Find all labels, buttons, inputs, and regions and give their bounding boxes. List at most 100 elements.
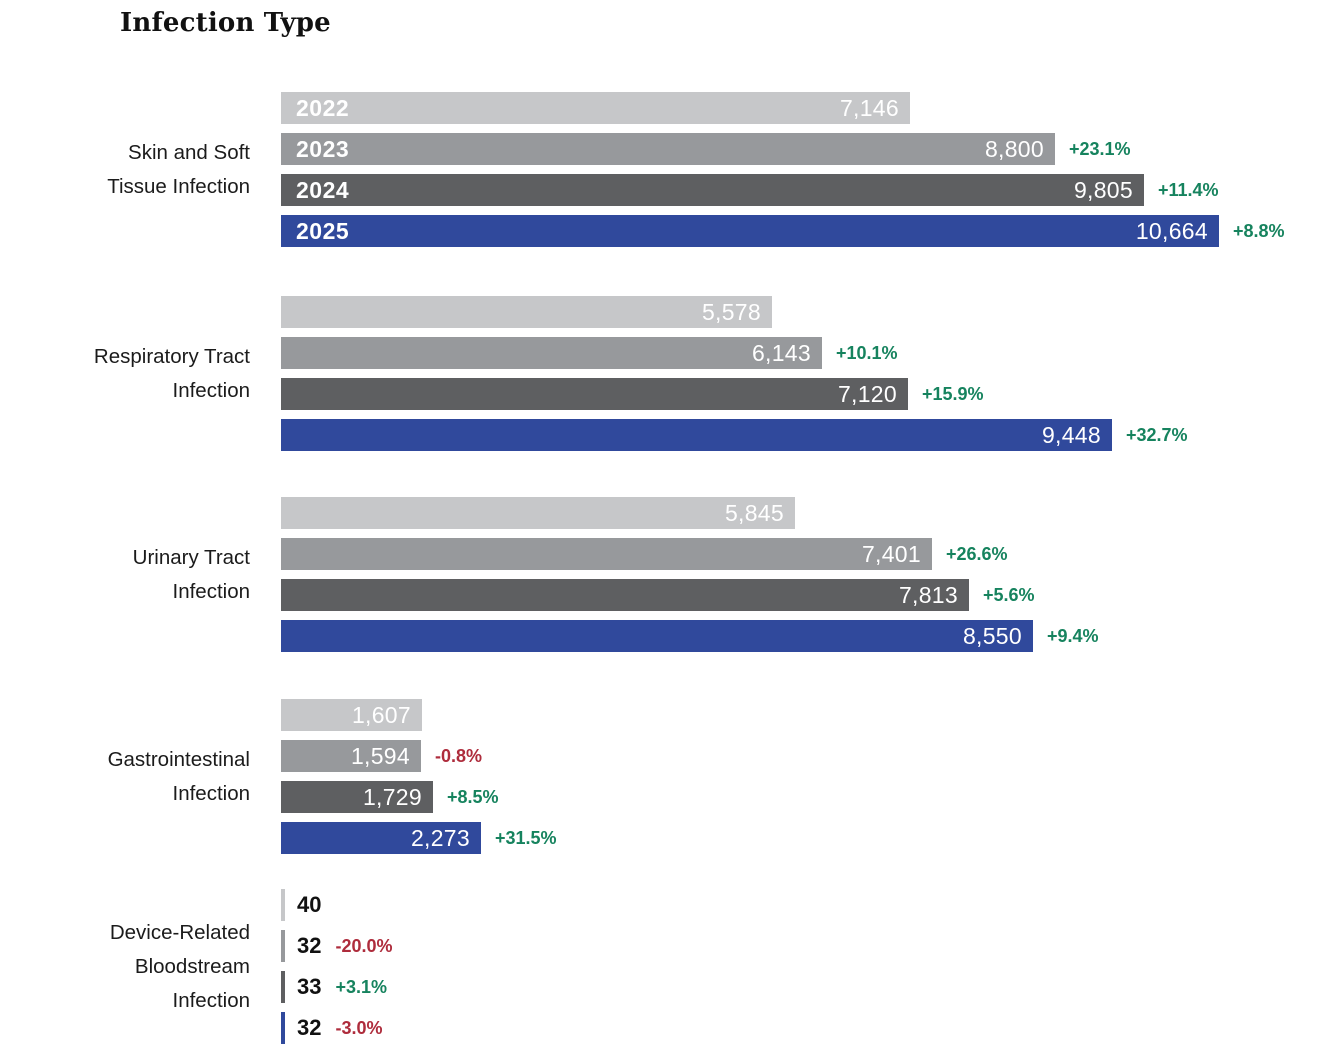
- category-group: Respiratory Tract Infection 5,578 6,143 +10.…: [0, 296, 1317, 451]
- chart-title: Infection Type: [120, 8, 331, 38]
- category-label: Respiratory Tract Infection: [0, 296, 250, 451]
- bar-row: 5,578: [281, 296, 1317, 328]
- series-year-label: 2025: [296, 217, 350, 244]
- bar-row: 7,120 +15.9%: [281, 378, 1317, 410]
- bar-row: 6,143 +10.1%: [281, 337, 1317, 369]
- category-label-line: Infection: [172, 781, 251, 805]
- category-label-line: Infection: [172, 378, 251, 402]
- bar-2024: 7,813: [281, 579, 969, 611]
- bar-row: 32 -20.0%: [281, 930, 1317, 962]
- bar-value-label: 8,550: [962, 622, 1022, 649]
- bar-2025: 2,273: [281, 822, 481, 854]
- bar-row: 7,401 +26.6%: [281, 538, 1317, 570]
- category-label-line: Bloodstream: [134, 954, 250, 978]
- bar-2023: 6,143: [281, 337, 822, 369]
- bar-row: 5,845: [281, 497, 1317, 529]
- bar-value-label: 1,729: [362, 783, 422, 810]
- bar-row: 9,448 +32.7%: [281, 419, 1317, 451]
- bar-2023: 7,401: [281, 538, 932, 570]
- bar-2024: 7,120: [281, 378, 908, 410]
- bar-value-label: 32: [297, 1015, 322, 1040]
- bar-value-label: 10,664: [1135, 217, 1208, 244]
- pct-change-label: +26.6%: [946, 543, 1008, 564]
- bar-value-label: 9,805: [1073, 176, 1133, 203]
- bar-group: 5,845 7,401 +26.6% 7,813 +5.6% 8,550 +9.4%: [281, 497, 1317, 652]
- bar-group: 5,578 6,143 +10.1% 7,120 +15.9% 9,448 +32.7%: [281, 296, 1317, 451]
- bar-row: 1,607: [281, 699, 1317, 731]
- category-label-line: Gastrointestinal: [107, 747, 250, 771]
- category-group: Device-Related Bloodstream Infection 40 32 -2…: [0, 889, 1317, 1044]
- bar-row: 33 +3.1%: [281, 971, 1317, 1003]
- bar-2024: [281, 971, 285, 1003]
- pct-change-label: +8.8%: [1233, 220, 1285, 241]
- bar-group: 2022 7,146 2023 8,800 +23.1% 2024 9,805 +11.4% 2…: [281, 92, 1317, 247]
- bar-row: 2,273 +31.5%: [281, 822, 1317, 854]
- series-year-label: 2023: [296, 135, 350, 162]
- bar-2024: 1,729: [281, 781, 433, 813]
- category-group: Urinary Tract Infection 5,845 7,401 +26.6% 7,…: [0, 497, 1317, 652]
- category-label-line: Respiratory Tract: [93, 344, 250, 368]
- category-label-line: Infection: [172, 579, 251, 603]
- category-label: Urinary Tract Infection: [0, 497, 250, 652]
- bar-row: 7,813 +5.6%: [281, 579, 1317, 611]
- bar-row: 2023 8,800 +23.1%: [281, 133, 1317, 165]
- bar-group: 1,607 1,594 -0.8% 1,729 +8.5% 2,273 +31.5%: [281, 699, 1317, 854]
- bar-value-label: 5,845: [724, 499, 784, 526]
- bar-value-label: 6,143: [751, 339, 811, 366]
- bar-value-label: 5,578: [701, 298, 761, 325]
- bar-value-label: 40: [297, 892, 322, 917]
- pct-change-label: +5.6%: [983, 584, 1035, 605]
- category-label-line: Tissue Infection: [107, 174, 250, 198]
- bar-2025: [281, 1012, 285, 1044]
- bar-value-label: 2,273: [410, 824, 470, 851]
- pct-change-label: +10.1%: [836, 342, 898, 363]
- bar-value-label: 33: [297, 974, 322, 999]
- pct-change-label: +32.7%: [1126, 424, 1188, 445]
- category-group: Skin and Soft Tissue Infection 2022 7,146 20…: [0, 92, 1317, 247]
- bar-value-label: 7,120: [837, 380, 897, 407]
- category-label-line: Device-Related: [109, 920, 250, 944]
- bar-row: 8,550 +9.4%: [281, 620, 1317, 652]
- pct-change-label: +23.1%: [1069, 138, 1131, 159]
- bar-row: 40: [281, 889, 1317, 921]
- category-label-line: Urinary Tract: [132, 545, 250, 569]
- bar-group: 40 32 -20.0% 33 +3.1% 32 -3.0%: [281, 889, 1317, 1044]
- bar-2022: 2022 7,146: [281, 92, 910, 124]
- bar-2025: 2025 10,664: [281, 215, 1219, 247]
- bar-value-label: 32: [297, 933, 322, 958]
- pct-change-label: +11.4%: [1158, 179, 1219, 200]
- pct-change-label: +3.1%: [335, 976, 388, 997]
- bar-value-label: 9,448: [1041, 421, 1101, 448]
- category-label-line: Skin and Soft: [128, 140, 250, 164]
- pct-change-label: +9.4%: [1047, 625, 1099, 646]
- bar-value-label: 8,800: [984, 135, 1044, 162]
- category-group: Gastrointestinal Infection 1,607 1,594 -0.8%…: [0, 699, 1317, 854]
- bar-2025: 9,448: [281, 419, 1112, 451]
- category-label: Gastrointestinal Infection: [0, 699, 250, 854]
- pct-change-label: +31.5%: [495, 827, 557, 848]
- bar-2023: 1,594: [281, 740, 421, 772]
- bar-2022: 1,607: [281, 699, 422, 731]
- bar-row: 2022 7,146: [281, 92, 1317, 124]
- bar-2023: [281, 930, 285, 962]
- pct-change-label: -3.0%: [335, 1017, 383, 1038]
- series-year-label: 2024: [296, 176, 350, 203]
- category-label: Device-Related Bloodstream Infection: [0, 889, 250, 1044]
- category-label-line: Infection: [172, 988, 251, 1012]
- bar-row: 2024 9,805 +11.4%: [281, 174, 1317, 206]
- bar-value-label: 7,813: [898, 581, 958, 608]
- bar-2022: 5,578: [281, 296, 772, 328]
- category-label: Skin and Soft Tissue Infection: [0, 92, 250, 247]
- bar-2025: 8,550: [281, 620, 1033, 652]
- bar-row: 2025 10,664 +8.8%: [281, 215, 1317, 247]
- bar-value-label: 1,594: [350, 742, 410, 769]
- pct-change-label: +8.5%: [447, 786, 499, 807]
- bar-2022: 5,845: [281, 497, 795, 529]
- bar-value-label: 7,401: [861, 540, 921, 567]
- pct-change-label: -20.0%: [335, 935, 393, 956]
- bar-2023: 2023 8,800: [281, 133, 1055, 165]
- pct-change-label: -0.8%: [435, 745, 483, 766]
- bar-row: 1,729 +8.5%: [281, 781, 1317, 813]
- bar-value-label: 1,607: [351, 701, 411, 728]
